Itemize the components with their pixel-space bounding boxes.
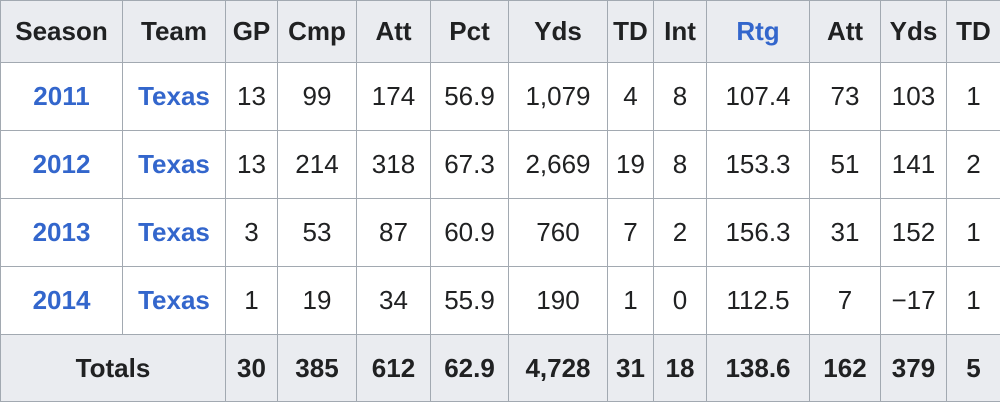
rush-yds-cell: −17: [881, 267, 947, 335]
totals-yds-cell: 4,728: [509, 335, 608, 402]
td-cell: 4: [608, 63, 654, 131]
cmp-cell: 53: [278, 199, 357, 267]
totals-td-cell: 31: [608, 335, 654, 402]
totals-rush-td-cell: 5: [947, 335, 1000, 402]
col-header-season: Season: [1, 1, 123, 63]
table-row: 2011 Texas 13 99 174 56.9 1,079 4 8 107.…: [1, 63, 1000, 131]
table-header-row: Season Team GP Cmp Att Pct Yds TD Int Rt…: [1, 1, 1000, 63]
td-cell: 1: [608, 267, 654, 335]
team-link[interactable]: Texas: [138, 81, 210, 111]
team-cell: Texas: [123, 267, 226, 335]
gp-cell: 1: [226, 267, 278, 335]
col-header-rush-att: Att: [810, 1, 881, 63]
att-cell: 87: [357, 199, 431, 267]
totals-rush-yds-cell: 379: [881, 335, 947, 402]
team-cell: Texas: [123, 131, 226, 199]
rush-yds-cell: 141: [881, 131, 947, 199]
yds-cell: 190: [509, 267, 608, 335]
td-cell: 7: [608, 199, 654, 267]
col-header-td: TD: [608, 1, 654, 63]
rush-td-cell: 1: [947, 199, 1000, 267]
table-row: 2012 Texas 13 214 318 67.3 2,669 19 8 15…: [1, 131, 1000, 199]
col-header-att: Att: [357, 1, 431, 63]
rush-att-cell: 7: [810, 267, 881, 335]
pct-cell: 55.9: [431, 267, 509, 335]
rush-att-cell: 51: [810, 131, 881, 199]
rtg-cell: 112.5: [707, 267, 810, 335]
rush-att-cell: 73: [810, 63, 881, 131]
totals-gp-cell: 30: [226, 335, 278, 402]
rush-yds-cell: 152: [881, 199, 947, 267]
col-header-yds: Yds: [509, 1, 608, 63]
col-header-int: Int: [654, 1, 707, 63]
totals-cmp-cell: 385: [278, 335, 357, 402]
int-cell: 0: [654, 267, 707, 335]
totals-row: Totals 30 385 612 62.9 4,728 31 18 138.6…: [1, 335, 1000, 402]
rtg-header-link[interactable]: Rtg: [736, 16, 779, 46]
team-cell: Texas: [123, 63, 226, 131]
season-cell: 2012: [1, 131, 123, 199]
col-header-rush-yds: Yds: [881, 1, 947, 63]
team-link[interactable]: Texas: [138, 149, 210, 179]
season-cell: 2014: [1, 267, 123, 335]
yds-cell: 2,669: [509, 131, 608, 199]
rush-yds-cell: 103: [881, 63, 947, 131]
rush-att-cell: 31: [810, 199, 881, 267]
pct-cell: 60.9: [431, 199, 509, 267]
col-header-team: Team: [123, 1, 226, 63]
cmp-cell: 214: [278, 131, 357, 199]
gp-cell: 13: [226, 131, 278, 199]
cmp-cell: 99: [278, 63, 357, 131]
col-header-pct: Pct: [431, 1, 509, 63]
att-cell: 34: [357, 267, 431, 335]
season-link[interactable]: 2014: [33, 285, 91, 315]
int-cell: 2: [654, 199, 707, 267]
season-link[interactable]: 2011: [33, 81, 89, 111]
team-link[interactable]: Texas: [138, 217, 210, 247]
table-row: 2013 Texas 3 53 87 60.9 760 7 2 156.3 31…: [1, 199, 1000, 267]
rush-td-cell: 1: [947, 267, 1000, 335]
pct-cell: 67.3: [431, 131, 509, 199]
pct-cell: 56.9: [431, 63, 509, 131]
col-header-rtg: Rtg: [707, 1, 810, 63]
td-cell: 19: [608, 131, 654, 199]
totals-int-cell: 18: [654, 335, 707, 402]
rush-td-cell: 2: [947, 131, 1000, 199]
table-row: 2014 Texas 1 19 34 55.9 190 1 0 112.5 7 …: [1, 267, 1000, 335]
totals-rtg-cell: 138.6: [707, 335, 810, 402]
gp-cell: 3: [226, 199, 278, 267]
col-header-gp: GP: [226, 1, 278, 63]
season-cell: 2011: [1, 63, 123, 131]
totals-label: Totals: [1, 335, 226, 402]
yds-cell: 1,079: [509, 63, 608, 131]
rtg-cell: 156.3: [707, 199, 810, 267]
rtg-cell: 107.4: [707, 63, 810, 131]
season-link[interactable]: 2012: [33, 149, 91, 179]
rtg-cell: 153.3: [707, 131, 810, 199]
int-cell: 8: [654, 63, 707, 131]
att-cell: 174: [357, 63, 431, 131]
rush-td-cell: 1: [947, 63, 1000, 131]
gp-cell: 13: [226, 63, 278, 131]
col-header-cmp: Cmp: [278, 1, 357, 63]
season-link[interactable]: 2013: [33, 217, 91, 247]
totals-pct-cell: 62.9: [431, 335, 509, 402]
team-cell: Texas: [123, 199, 226, 267]
team-link[interactable]: Texas: [138, 285, 210, 315]
yds-cell: 760: [509, 199, 608, 267]
col-header-rush-td: TD: [947, 1, 1000, 63]
totals-rush-att-cell: 162: [810, 335, 881, 402]
cmp-cell: 19: [278, 267, 357, 335]
season-cell: 2013: [1, 199, 123, 267]
totals-att-cell: 612: [357, 335, 431, 402]
att-cell: 318: [357, 131, 431, 199]
int-cell: 8: [654, 131, 707, 199]
